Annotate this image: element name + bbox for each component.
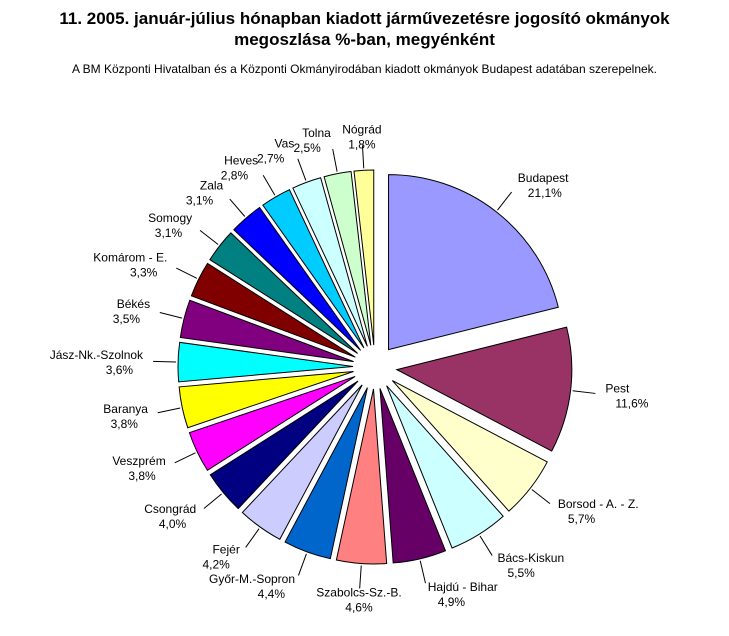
slice-label: Somogy [148,211,192,225]
slice-label: Budapest [518,171,569,185]
slice-label: Veszprém [112,454,165,468]
pie-slice [386,385,504,549]
chart-title: 11. 2005. január-július hónapban kiadott… [59,9,670,49]
pie-slice [209,380,359,510]
slice-value-label: 4,4% [258,587,286,601]
slice-value-label: 21,1% [528,186,562,200]
slice-value-label: 3,8% [111,417,139,431]
slice-value-label: 2,7% [257,151,285,165]
slice-value-label: 4,0% [159,517,187,531]
slice-label: Békés [117,297,150,311]
slice-label: Győr-M.-Sopron [209,572,295,586]
slice-value-label: 3,3% [130,266,158,280]
leader-line [298,553,307,576]
leader-line [479,535,493,556]
slice-label: Heves [224,154,258,168]
slice-label: Tolna [302,126,331,140]
leader-line [297,158,307,181]
slice-label: Jász-Nk.-Szolnok [50,348,144,362]
leader-line [497,191,513,211]
slice-label: Fejér [212,543,239,557]
pie-slice [179,299,354,363]
slice-label: Borsod - A. - Z. [558,497,639,511]
leader-line [531,489,551,505]
leader-line [174,452,196,464]
pie-slice [241,384,363,540]
leader-line [203,493,222,509]
slice-value-label: 1,8% [348,137,376,151]
pie-slice [335,388,388,565]
slice-value-label: 4,2% [202,558,230,572]
pie-slice [395,326,573,452]
pie-slice [233,206,362,351]
leader-line [157,407,181,414]
pie-slice [284,387,368,560]
slice-value-label: 3,1% [155,226,183,240]
leader-line [572,390,596,394]
slice-value-label: 2,8% [221,169,249,183]
slice-value-label: 2,5% [293,141,321,155]
slice-label: Nógrád [342,122,381,136]
slice-label: Komárom - E. [93,251,167,265]
slice-label: Bács-Kiskun [497,551,564,565]
slice-value-label: 5,7% [568,512,596,526]
pie-slice [388,174,559,351]
pie-slice [190,262,356,358]
pie-slice [323,170,372,346]
leader-line [199,229,219,245]
pie-slice [292,177,368,347]
chart-subtitle: A BM Központi Hivatalban és a Központi O… [71,62,658,76]
pie-slice [178,371,354,429]
slice-value-label: 11,6% [615,397,648,411]
slice-value-label: 3,5% [113,312,141,326]
leader-line [332,148,338,172]
pie-slice [379,388,447,564]
pie-slice [353,169,375,346]
slice-label: Csongrád [144,502,196,516]
pie-slice [262,188,365,349]
pie-slice [209,232,359,354]
slice-label: Hajdú - Bihar [428,580,498,594]
pie-slice [188,376,356,471]
slice-value-label: 3,1% [186,194,214,208]
leader-line [245,528,260,548]
leader-line [159,311,183,319]
leader-line [419,560,426,584]
leader-line [229,198,246,217]
leader-line [361,145,365,169]
slice-value-label: 5,5% [507,566,535,580]
leader-line [176,267,198,279]
leader-line [359,565,362,589]
slice-value-label: 3,6% [106,363,134,377]
leader-line [153,360,177,363]
slice-value-label: 4,6% [345,600,373,614]
slice-value-label: 3,8% [128,469,156,483]
slice-value-label: 4,9% [438,595,466,609]
slice-label: Szabolcs-Sz.-B. [316,585,401,599]
leader-line [262,174,276,196]
slice-label: Vas [275,136,295,150]
slice-label: Baranya [103,402,148,416]
pie-slice [391,380,548,512]
slice-label: Pest [605,382,630,396]
pie-slice [177,341,354,383]
slice-label: Zala [200,179,224,193]
